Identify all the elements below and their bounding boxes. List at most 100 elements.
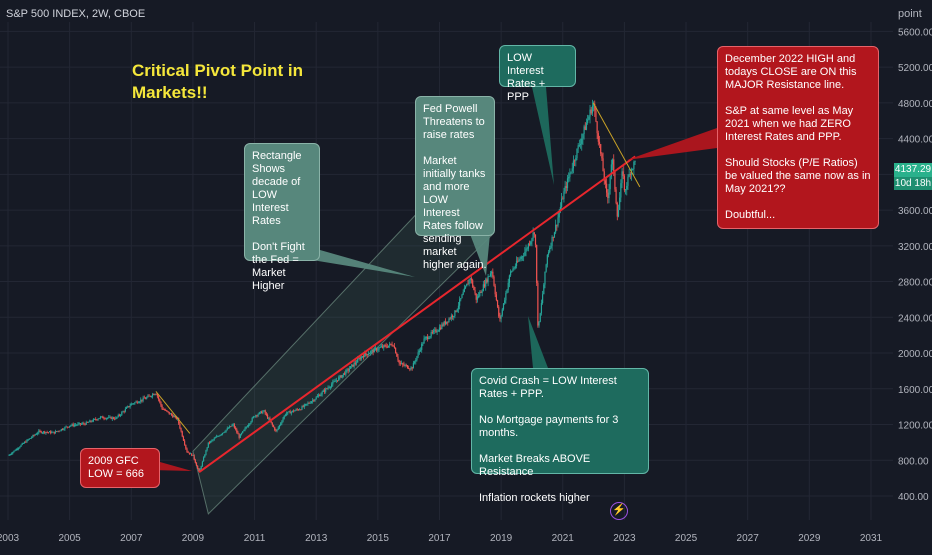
candle-body [351, 364, 353, 367]
candle-body [524, 251, 526, 256]
candle-body [583, 126, 585, 134]
headline: Critical Pivot Point in Markets!! [132, 61, 303, 102]
candle-body [85, 421, 87, 425]
candle-body [424, 337, 426, 339]
candle-body [250, 421, 252, 424]
candle-body [246, 426, 249, 428]
candle-body [214, 437, 217, 439]
candle-body [623, 175, 625, 191]
candle-body [413, 361, 416, 363]
candle-body [365, 353, 367, 355]
candle-body [393, 346, 396, 348]
candle-body [142, 397, 144, 401]
candle-body [376, 348, 378, 351]
candle-body [333, 381, 335, 383]
candle-body [354, 362, 356, 364]
candle-body [160, 401, 162, 406]
candle-body [28, 438, 30, 440]
candle-body [332, 381, 334, 385]
candle-body [629, 174, 631, 175]
candle-body [128, 406, 130, 408]
candle-body [237, 432, 239, 435]
candle-body [515, 260, 518, 267]
candle-body [180, 428, 182, 432]
candle-body [520, 256, 522, 259]
candle-body [560, 198, 563, 207]
candle-body [402, 363, 404, 365]
candle-body [544, 271, 546, 285]
candle-body [423, 338, 425, 344]
candle-body [263, 410, 265, 412]
candle-body [578, 144, 580, 146]
x-axis: 2003 2005 2007 2009 2011 2013 2015 2017 2019 2021… [0, 533, 883, 544]
candle-body [118, 414, 121, 416]
x-tick-label: 2025 [675, 533, 698, 544]
short-resistance-line [155, 391, 191, 434]
candle-body [219, 434, 221, 436]
candle-body [496, 300, 499, 307]
candle-body [173, 416, 175, 418]
callout-rectangle: Rectangle Shows decade of LOW Interest R… [244, 143, 320, 292]
x-tick-label: 2021 [552, 533, 575, 544]
major-resistance-line [198, 155, 636, 474]
candle-body [453, 315, 455, 318]
candle-body [543, 284, 545, 295]
candle-body [621, 171, 623, 184]
candle-body [475, 293, 477, 300]
candle-body [213, 438, 215, 440]
candle-body [103, 418, 105, 420]
candle-body [415, 360, 417, 362]
candle-body [526, 248, 528, 250]
y-tick-label: 5200.00 [898, 63, 932, 74]
candle-body [191, 453, 193, 456]
candle-body [13, 450, 15, 453]
candle-body [428, 338, 430, 340]
candle-body [506, 289, 508, 294]
candle-body [53, 431, 55, 434]
candle-body [270, 420, 272, 423]
candle-body [259, 411, 262, 413]
x-tick-label: 2003 [0, 533, 20, 544]
candle-body [98, 418, 100, 420]
candle-body [175, 416, 177, 420]
candle-body [256, 415, 258, 417]
candle-body [619, 197, 621, 210]
candle-body [363, 356, 365, 358]
candle-body [231, 424, 233, 427]
candle-body [489, 273, 492, 277]
y-axis: 400.00 800.00 1200.00 1600.00 2000.00 2400.00… [898, 27, 932, 503]
trendlines-layer [155, 102, 641, 474]
candle-body [538, 321, 540, 326]
candle-body [502, 303, 505, 310]
callout-fed-powell: Fed Powell Threatens to raise rates Mark… [415, 96, 495, 271]
candle-body [422, 343, 424, 345]
candle-body [130, 403, 132, 406]
candle-body [201, 461, 204, 467]
candle-body [395, 347, 397, 354]
candle-body [482, 284, 484, 292]
flash-icon[interactable]: ⚡ [610, 502, 628, 520]
candle-body [148, 395, 150, 397]
candle-body [372, 350, 374, 353]
candle-body [377, 349, 379, 351]
candle-body [319, 395, 321, 397]
candle-body [66, 426, 68, 428]
candle-body [157, 396, 160, 400]
candle-body [321, 391, 323, 395]
candle-body [297, 409, 300, 411]
candle-body [345, 370, 347, 375]
candle-body [387, 345, 390, 348]
candle-body [61, 428, 64, 430]
candle-body [432, 330, 435, 333]
candle-body [275, 430, 277, 431]
candle-body [154, 393, 156, 395]
candle-body [519, 258, 521, 260]
candle-body [456, 309, 458, 312]
candle-body [97, 418, 99, 420]
candle-body [37, 433, 39, 435]
candle-body [19, 446, 21, 448]
candle-body [575, 158, 577, 161]
candle-body [265, 413, 268, 415]
candle-body [65, 426, 67, 428]
